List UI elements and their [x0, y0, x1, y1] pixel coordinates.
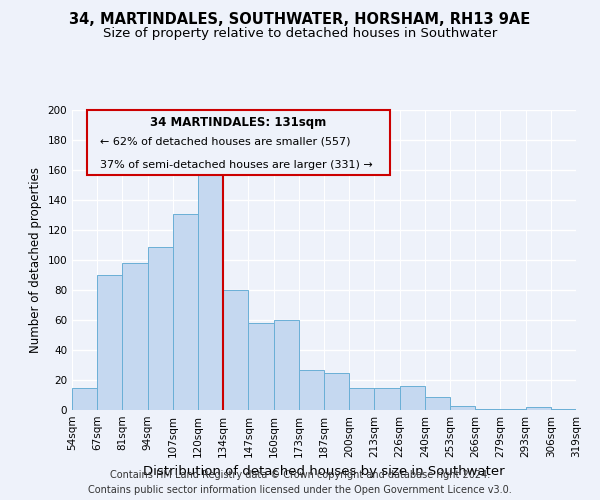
Bar: [97, 275, 122, 410]
Text: ← 62% of detached houses are smaller (557): ← 62% of detached houses are smaller (55…: [100, 137, 350, 147]
Text: 34 MARTINDALES: 131sqm: 34 MARTINDALES: 131sqm: [150, 116, 326, 129]
Bar: [425, 396, 450, 410]
FancyBboxPatch shape: [87, 110, 389, 174]
Bar: [324, 372, 349, 410]
Bar: [248, 323, 274, 410]
Text: 37% of semi-detached houses are larger (331) →: 37% of semi-detached houses are larger (…: [100, 160, 373, 170]
Bar: [299, 370, 324, 410]
Bar: [122, 263, 148, 410]
Text: Contains HM Land Registry data © Crown copyright and database right 2024.
Contai: Contains HM Land Registry data © Crown c…: [88, 470, 512, 495]
Bar: [400, 386, 425, 410]
Bar: [526, 407, 551, 410]
Bar: [500, 408, 526, 410]
Bar: [72, 388, 97, 410]
Text: 34, MARTINDALES, SOUTHWATER, HORSHAM, RH13 9AE: 34, MARTINDALES, SOUTHWATER, HORSHAM, RH…: [70, 12, 530, 28]
Bar: [274, 320, 299, 410]
X-axis label: Distribution of detached houses by size in Southwater: Distribution of detached houses by size …: [143, 466, 505, 478]
Y-axis label: Number of detached properties: Number of detached properties: [29, 167, 42, 353]
Bar: [173, 214, 198, 410]
Bar: [374, 388, 400, 410]
Bar: [475, 408, 500, 410]
Bar: [198, 174, 223, 410]
Bar: [551, 408, 576, 410]
Bar: [223, 290, 248, 410]
Bar: [349, 388, 374, 410]
Bar: [450, 406, 475, 410]
Bar: [148, 246, 173, 410]
Text: Size of property relative to detached houses in Southwater: Size of property relative to detached ho…: [103, 28, 497, 40]
